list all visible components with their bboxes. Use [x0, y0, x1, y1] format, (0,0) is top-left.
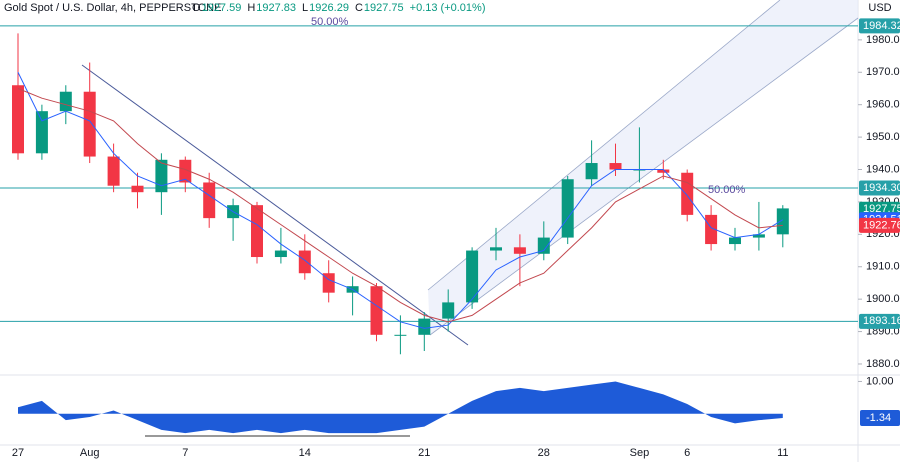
price-label-box — [859, 180, 900, 196]
candle-body — [466, 250, 479, 303]
candle-body — [609, 163, 622, 170]
y-tick-label: 1950.00 — [866, 131, 900, 143]
candle-body — [12, 85, 24, 154]
y-tick-label: 1900.00 — [866, 293, 900, 305]
candle-body — [513, 247, 526, 254]
candle-body — [561, 179, 574, 238]
y-tick-label: 1980.00 — [866, 34, 900, 46]
candle-body — [585, 163, 598, 180]
price-label-box — [859, 313, 900, 329]
candle-body — [274, 250, 287, 258]
candle-body — [729, 237, 741, 245]
y-tick-label: 1960.00 — [866, 99, 900, 111]
price-label: 1922.76 — [863, 219, 900, 231]
y-tick-label: 1880.00 — [866, 358, 900, 370]
osc-value-label: -1.34 — [866, 412, 891, 424]
currency: USD — [868, 2, 891, 14]
candle-body — [298, 250, 311, 274]
ohlc-value: 1926.29 — [309, 2, 349, 14]
channel-line — [427, 0, 781, 291]
candle-body — [537, 237, 550, 254]
ohlc-label: O — [192, 2, 201, 14]
x-tick-label: Sep — [630, 447, 650, 459]
candle-body — [59, 91, 72, 112]
candle-body — [107, 156, 120, 186]
ohlc-label: C — [355, 2, 363, 14]
candle-body — [705, 214, 718, 245]
x-tick-label: 7 — [182, 447, 188, 459]
x-tick-label: Aug — [80, 447, 100, 459]
candle-body — [370, 286, 383, 335]
price-label: 1893.16 — [863, 315, 900, 327]
price-label: 1927.75 — [863, 203, 900, 215]
y-tick-label: 1910.00 — [866, 261, 900, 273]
x-tick-label: 14 — [299, 447, 311, 459]
price-label-box — [859, 18, 900, 34]
x-tick-label: 27 — [12, 447, 24, 459]
ohlc-value: 1927.83 — [256, 2, 296, 14]
oscillator-area — [18, 381, 783, 434]
osc-value-box — [860, 410, 900, 427]
y-tick-label: 10.00 — [866, 375, 894, 387]
candle-body — [394, 334, 407, 336]
candle-body — [657, 169, 670, 173]
x-tick-label: 28 — [538, 447, 550, 459]
candle-body — [131, 185, 144, 193]
y-tick-label: 1940.00 — [866, 163, 900, 175]
candle-body — [35, 111, 48, 154]
candle-body — [681, 172, 694, 215]
candle-body — [203, 182, 216, 219]
x-tick-label: 21 — [418, 447, 430, 459]
candle-body — [179, 159, 192, 183]
x-tick-label: 6 — [684, 447, 690, 459]
ohlc-value: 1927.75 — [364, 2, 404, 14]
price-label: 1934.30 — [863, 182, 900, 194]
candle-body — [83, 91, 96, 157]
change: +0.13 (+0.01%) — [410, 2, 486, 14]
candle-body — [322, 273, 335, 293]
candle-body — [776, 208, 789, 235]
x-tick-label: 11 — [777, 447, 788, 459]
plot: 1880.001890.001900.001910.001920.001930.… — [0, 18, 900, 459]
fib-label: 50.00% — [311, 16, 349, 28]
candle-body — [490, 247, 502, 251]
candle-body — [251, 205, 263, 258]
ohlc-label: L — [302, 2, 308, 14]
candle-body — [442, 302, 455, 319]
trend-line — [81, 64, 469, 346]
moving-average — [17, 72, 784, 329]
candle-body — [752, 234, 765, 238]
price-label-box — [859, 217, 900, 233]
y-tick-label: 1970.00 — [866, 66, 900, 78]
price-label: 1984.32 — [863, 20, 900, 32]
ohlc-label: H — [247, 2, 255, 14]
candle-body — [418, 318, 431, 335]
fib-label: 50.00% — [708, 184, 746, 196]
moving-average — [17, 88, 783, 323]
channel-fill — [428, 0, 858, 335]
symbol: Gold Spot / U.S. Dollar, 4h, PEPPERSTONE — [4, 2, 221, 14]
ohlc-value: 1927.59 — [202, 2, 242, 14]
channel-line — [429, 17, 859, 336]
